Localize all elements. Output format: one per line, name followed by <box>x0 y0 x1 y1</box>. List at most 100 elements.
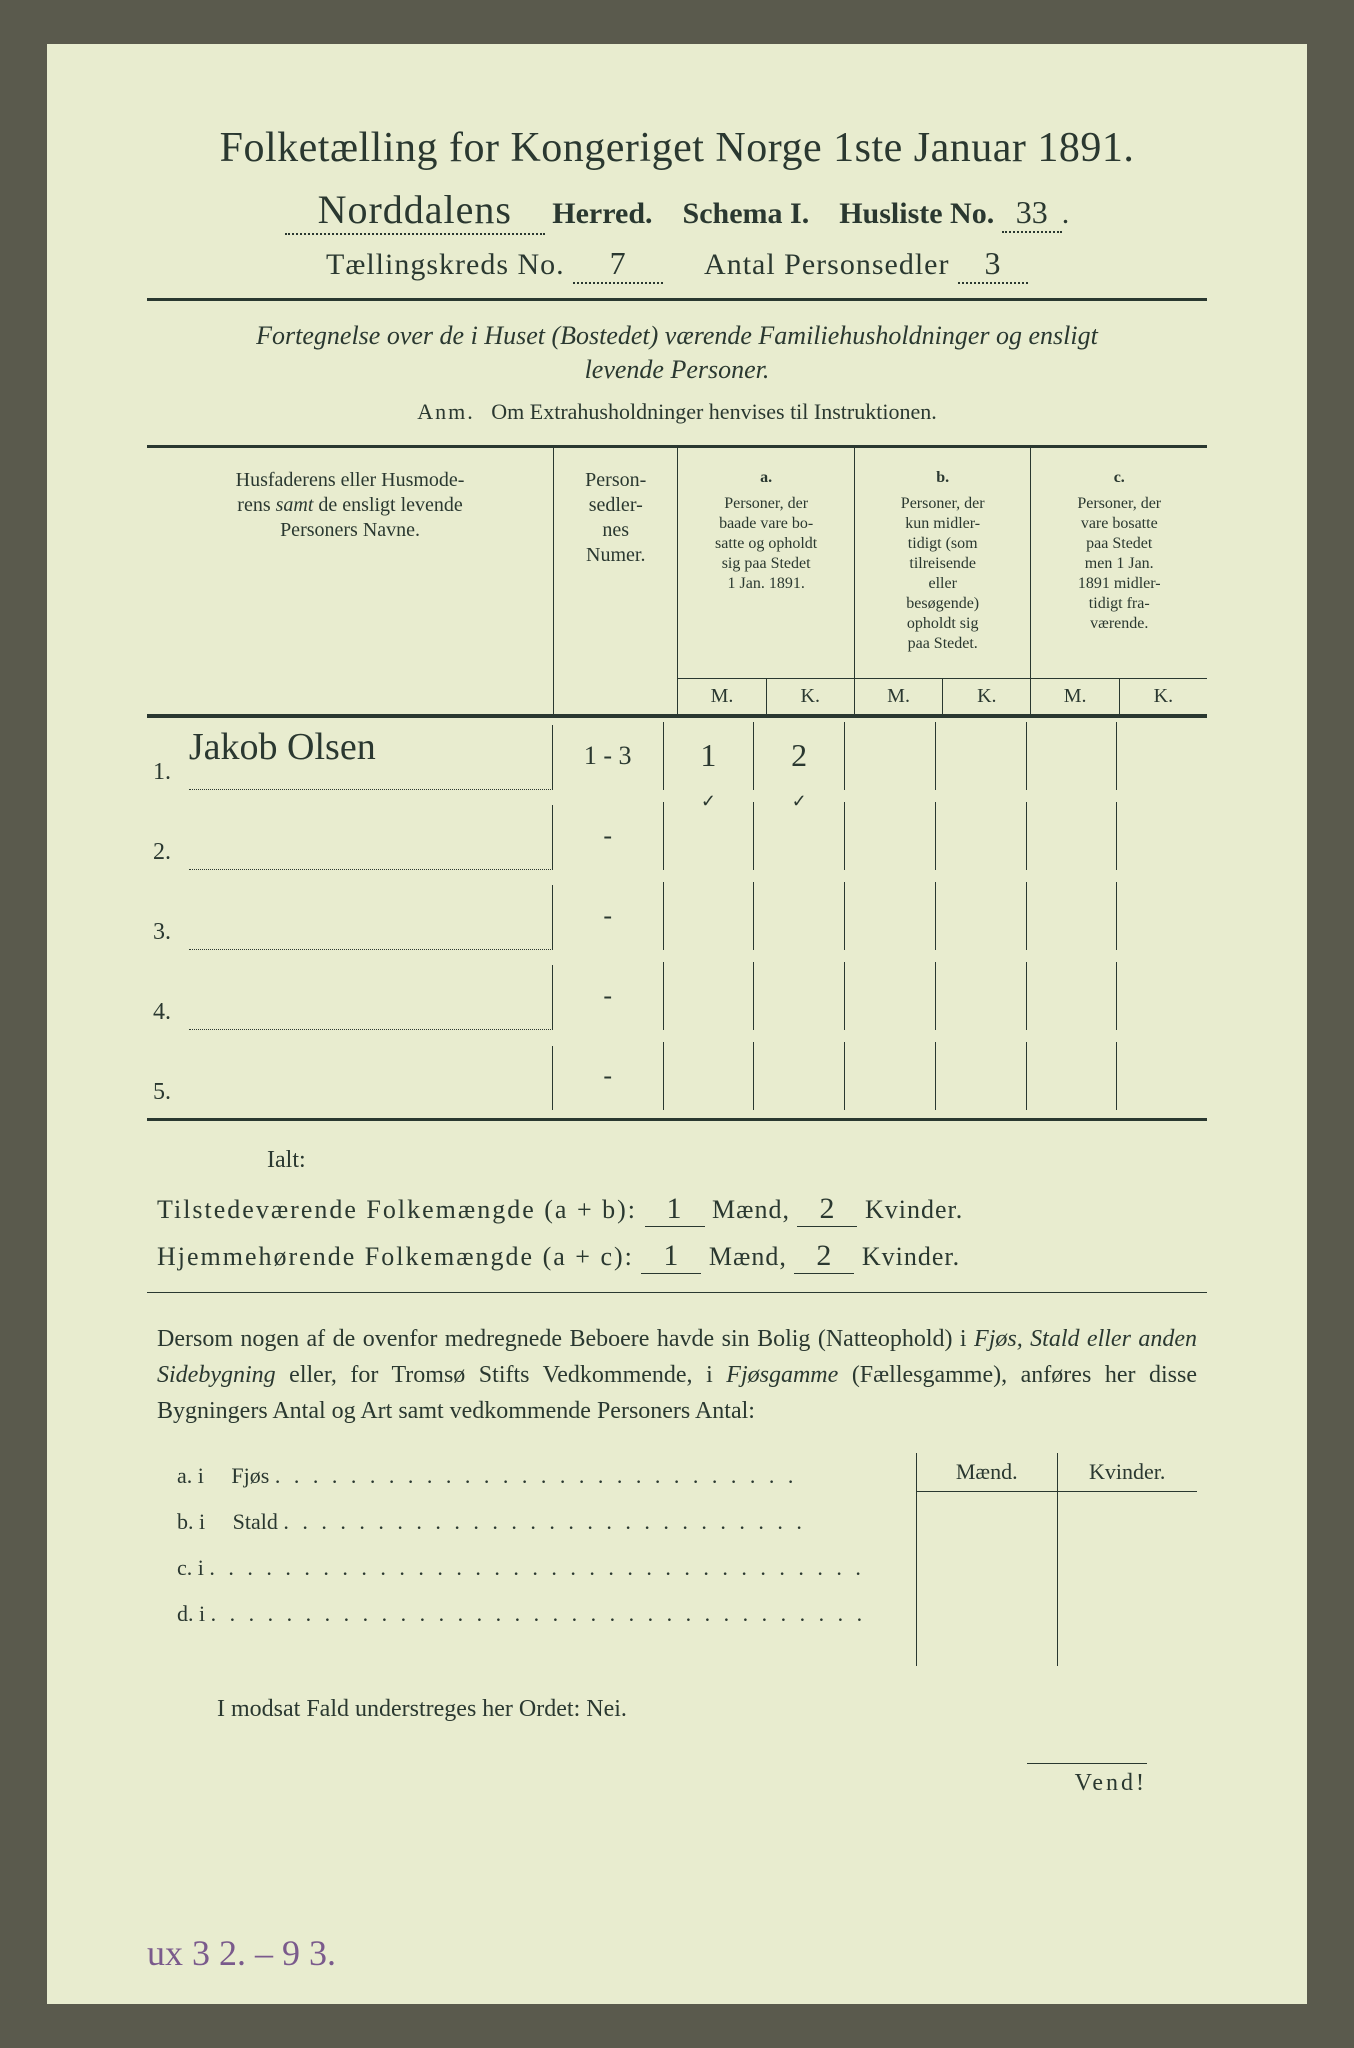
cell <box>1117 882 1207 950</box>
col-names: Husfaderens eller Husmode-rens samt de e… <box>147 448 554 714</box>
col-a-text: a. Personer, derbaade vare bo-satte og o… <box>678 448 854 678</box>
sum-ac-label: Hjemmehørende Folkemængde (a + c): <box>157 1242 634 1271</box>
row-name: Jakob Olsen <box>189 725 553 790</box>
table-row: 3. - <box>147 878 1207 958</box>
sum-ab-k: 2 <box>797 1192 857 1227</box>
cell <box>754 1042 845 1110</box>
maend-label: Mænd, <box>712 1195 790 1224</box>
ialt-label: Ialt: <box>267 1147 1207 1174</box>
cell <box>1027 882 1118 950</box>
building-row: a. i Fjøs . . . . . . . . . . . . . . . … <box>157 1453 916 1499</box>
table-row: 1. Jakob Olsen 1 - 3 1✓ 2✓ <box>147 718 1207 798</box>
kvinder-label: Kvinder. <box>862 1242 960 1271</box>
sum-ab-m: 1 <box>645 1192 705 1227</box>
paragraph: Dersom nogen af de ovenfor medregnede Be… <box>157 1321 1197 1429</box>
row-numer: - <box>553 802 664 870</box>
cell <box>845 1042 936 1110</box>
maend-header: Mænd. <box>917 1453 1058 1492</box>
sum-ab-label: Tilstedeværende Folkemængde (a + b): <box>157 1195 637 1224</box>
cell <box>664 802 755 870</box>
header-row-2: Norddalens Herred. Schema I. Husliste No… <box>147 186 1207 235</box>
cell <box>754 882 845 950</box>
cell <box>936 802 1027 870</box>
cell <box>664 1042 755 1110</box>
subtitle: Fortegnelse over de i Huset (Bostedet) v… <box>147 319 1207 387</box>
cell <box>1027 962 1118 1030</box>
kreds-label: Tællingskreds No. <box>326 248 565 281</box>
subtitle-line1: Fortegnelse over de i Huset (Bostedet) v… <box>256 321 1098 350</box>
col-b-k: K. <box>943 679 1030 714</box>
household-table: Husfaderens eller Husmode-rens samt de e… <box>147 445 1207 1121</box>
col-a-k: K. <box>767 679 854 714</box>
col-b-text: b. Personer, derkun midler-tidigt (somti… <box>855 448 1031 678</box>
kvinder-col <box>1058 1492 1198 1666</box>
anm-label: Anm. <box>417 399 475 424</box>
col-numer: Person-sedler-nesNumer. <box>554 448 678 714</box>
col-b: b. Personer, derkun midler-tidigt (somti… <box>855 448 1032 714</box>
row-numer: - <box>553 962 664 1030</box>
cell <box>664 882 755 950</box>
row-num: 1. <box>147 759 189 798</box>
row-num: 3. <box>147 919 189 958</box>
anm-text: Om Extrahusholdninger henvises til Instr… <box>491 399 936 424</box>
row-name <box>189 1046 553 1110</box>
building-row: c. i . . . . . . . . . . . . . . . . . .… <box>157 1545 916 1591</box>
table-body: 1. Jakob Olsen 1 - 3 1✓ 2✓ 2. - <box>147 715 1207 1121</box>
cell <box>845 882 936 950</box>
cell-bM <box>845 722 936 790</box>
schema-label: Schema I. <box>683 197 810 230</box>
row-num: 5. <box>147 1079 189 1118</box>
building-row: b. i Stald . . . . . . . . . . . . . . .… <box>157 1499 916 1545</box>
sum-ab: Tilstedeværende Folkemængde (a + b): 1 M… <box>157 1192 1197 1227</box>
page-backdrop: Folketælling for Kongeriget Norge 1ste J… <box>0 0 1354 2048</box>
census-form: Folketælling for Kongeriget Norge 1ste J… <box>47 44 1307 2004</box>
dot-leader: . . . . . . . . . . . . . . . . . . . . … <box>209 1555 865 1581</box>
col-c-k: K. <box>1120 679 1207 714</box>
cell <box>936 962 1027 1030</box>
header-row-3: Tællingskreds No. 7 Antal Personsedler 3 <box>147 245 1207 284</box>
row-num: 4. <box>147 999 189 1038</box>
vend-label: Vend! <box>1027 1763 1147 1797</box>
divider <box>147 298 1207 301</box>
row-name <box>189 805 553 870</box>
antal-no: 3 <box>958 245 1028 284</box>
sum-ac-m: 1 <box>641 1239 701 1274</box>
cell-bK <box>936 722 1027 790</box>
dot-leader: . . . . . . . . . . . . . . . . . . . . … <box>211 1601 867 1627</box>
row-numer: 1 - 3 <box>553 722 664 790</box>
cell <box>754 962 845 1030</box>
kreds-no: 7 <box>573 245 663 284</box>
col-c-m: M. <box>1031 679 1119 714</box>
col-a: a. Personer, derbaade vare bo-satte og o… <box>678 448 855 714</box>
dot-leader: . . . . . . . . . . . . . . . . . . . . … <box>283 1509 806 1535</box>
table-header: Husfaderens eller Husmode-rens samt de e… <box>147 448 1207 715</box>
cell <box>1117 1042 1207 1110</box>
col-a-m: M. <box>678 679 766 714</box>
cell <box>845 802 936 870</box>
maend-col <box>917 1492 1058 1666</box>
col-b-m: M. <box>855 679 943 714</box>
subtitle-line2: levende Personer. <box>585 355 770 384</box>
anm-line: Anm. Om Extrahusholdninger henvises til … <box>147 399 1207 425</box>
row-name <box>189 885 553 950</box>
row-numer: - <box>553 1042 664 1110</box>
cell <box>1027 802 1118 870</box>
cell-aK: 2✓ <box>754 722 845 790</box>
district-name: Norddalens <box>285 186 545 235</box>
building-row: d. i . . . . . . . . . . . . . . . . . .… <box>157 1591 916 1637</box>
cell <box>754 802 845 870</box>
herred-label: Herred. <box>552 197 652 230</box>
table-row: 4. - <box>147 958 1207 1038</box>
table-row: 2. - <box>147 798 1207 878</box>
building-list: a. i Fjøs . . . . . . . . . . . . . . . … <box>157 1453 916 1666</box>
modsat-line: I modsat Fald understreges her Ordet: Ne… <box>217 1696 1197 1723</box>
husliste-label: Husliste No. <box>839 197 994 230</box>
row-numer: - <box>553 882 664 950</box>
cell <box>1117 802 1207 870</box>
table-row: 5. - <box>147 1038 1207 1121</box>
cell <box>1117 962 1207 1030</box>
cell-aM: 1✓ <box>664 722 755 790</box>
cell <box>936 882 1027 950</box>
col-c-text: c. Personer, dervare bosattepaa Stedetme… <box>1031 448 1207 678</box>
pencil-annotation: ux 3 2. – 9 3. <box>147 1932 336 1974</box>
